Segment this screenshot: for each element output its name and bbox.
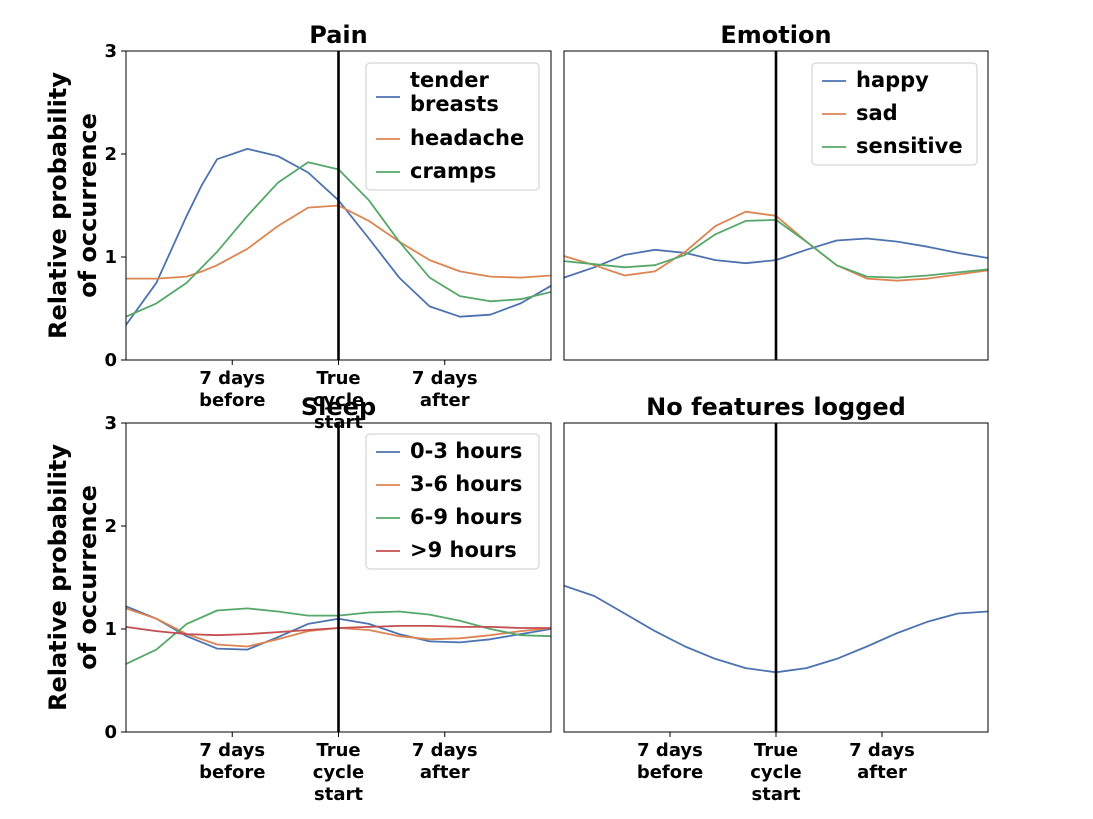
y-axis-label: Relative probabilityof occurrence [44,72,102,339]
panel-title: Sleep [301,393,376,421]
y-tick-label: 0 [104,722,117,743]
legend-label: happy [856,68,929,92]
panel-title: Pain [309,21,367,49]
legend-entry: >9 hours [376,538,517,562]
series-line-cramps [126,161,551,318]
y-tick-label: 1 [104,247,117,268]
y-tick-label: 0 [104,350,117,371]
legend-label: sad [856,101,898,125]
legend-label: cramps [410,159,496,183]
y-tick-label: 1 [104,619,117,640]
legend-label: headache [410,126,524,150]
legend-label: 3-6 hours [410,472,522,496]
legend-label: sensitive [856,134,963,158]
legend-label: >9 hours [410,538,517,562]
series-line-tender-breasts [126,147,551,326]
x-tick-label: 7 days before [637,740,703,783]
legend: happy sad sensitive [811,62,978,166]
x-tick-label: 7 days before [199,368,265,411]
y-tick-label: 3 [104,41,117,62]
legend-frame [365,433,540,570]
legend-entry: sensitive [822,134,963,158]
legend: 0-3 hours 3-6 hours 6-9 hours >9 hours [365,433,540,570]
legend-frame [811,62,978,166]
legend: tender breasts headache cramps [365,62,540,191]
legend-entry: sad [822,101,898,125]
legend-entry: 0-3 hours [376,439,522,463]
legend-label: 0-3 hours [410,439,522,463]
panel-4: No features logged 7 days before True cycle s… [563,393,989,805]
y-tick-label: 3 [104,413,117,434]
legend-entry: tender breasts [376,68,499,116]
legend-entry: headache [376,126,524,150]
x-tick-label: True cycle start [750,740,801,805]
x-tick-label: 7 days after [412,740,478,783]
panel-2: Emotion happy sad sensitive [563,21,989,361]
y-axis-label: Relative probabilityof occurrence [44,444,102,711]
legend-label: 6-9 hours [410,505,522,529]
y-tick-label: 2 [104,516,117,537]
x-tick-label: 7 days after [412,368,478,411]
legend-entry: 6-9 hours [376,505,522,529]
x-tick-label: 7 days after [849,740,915,783]
legend-entry: 3-6 hours [376,472,522,496]
panel-title: No features logged [646,393,906,421]
y-tick-label: 2 [104,144,117,165]
x-tick-label: 7 days before [199,740,265,783]
panel-title: Emotion [720,21,831,49]
legend-frame [365,62,540,191]
legend-label: tender breasts [410,68,499,116]
axes-frame [563,50,989,361]
x-tick-label: True cycle start [313,740,364,805]
legend-entry: cramps [376,159,496,183]
legend-entry: happy [822,68,929,92]
